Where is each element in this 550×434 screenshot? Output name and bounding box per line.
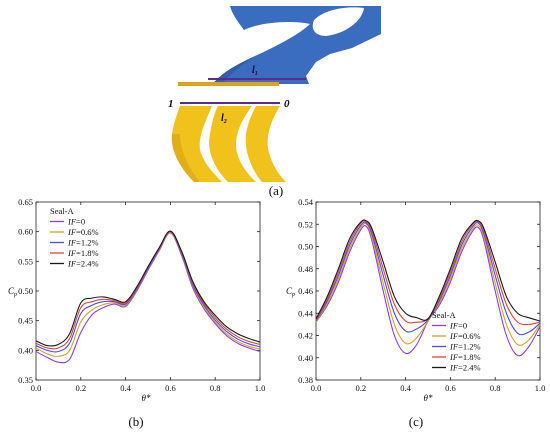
chart-c-legend-entry-1: IF=0.6% xyxy=(449,331,481,341)
chart-c-legend-entry-4: IF=2.4% xyxy=(449,363,481,373)
chart-c-ytick-label: 0.50 xyxy=(298,242,313,252)
chart-c-xtick-label: 0.4 xyxy=(400,383,411,393)
chart-c-series-line-3 xyxy=(315,220,541,326)
chart-b-ytick-label: 0.55 xyxy=(18,256,33,266)
chart-b-xtick-label: 0.4 xyxy=(120,383,131,393)
chart-b-ytick-label: 0.50 xyxy=(18,286,33,296)
chart-b-xtick-label: 0.6 xyxy=(165,383,176,393)
chart-c-series-line-2 xyxy=(315,221,541,336)
chart-c-legend: Seal-AIF=0IF=0.6%IF=1.2%IF=1.8%IF=2.4% xyxy=(432,310,481,373)
chart-b-legend: Seal-AIF=0IF=0.6%IF=1.2%IF=1.8%IF=2.4% xyxy=(50,206,99,269)
chart-c-ytick-label: 0.52 xyxy=(298,219,313,229)
chart-b-xtick-label: 0.8 xyxy=(210,383,221,393)
chart-c-legend-entry-3: IF=1.8% xyxy=(449,352,481,362)
chart-c-legend-title: Seal-A xyxy=(432,310,456,320)
stator-shade xyxy=(171,134,200,182)
chart-c-y-ticks: 0.38 0.40 0.42 0.44 0.46 0.48 0.50 0.52 0.54 xyxy=(298,197,540,385)
chart-b-legend-entry-0: IF=0 xyxy=(67,217,85,227)
chart-c-ylabel: Cp xyxy=(286,286,295,298)
blade-schematic: l1 1 0 l2 (a) xyxy=(168,6,381,198)
chart-c-ytick-label: 0.48 xyxy=(298,264,313,274)
chart-c-series-line-4 xyxy=(315,219,541,322)
chart-c-xtick-label: 1.0 xyxy=(535,383,546,393)
chart-b-ytick-label: 0.60 xyxy=(18,227,33,237)
chart-c-xtick-label: 0.0 xyxy=(311,383,322,393)
stator-vane-2 xyxy=(209,106,256,182)
chart-b-legend-entry-4: IF=2.4% xyxy=(67,259,99,269)
chart-b-ylabel: Cp xyxy=(8,286,17,298)
chart-c-ytick-label: 0.38 xyxy=(298,375,313,385)
stator-vane-1 xyxy=(171,106,222,182)
chart-b-xtick-label: 0.2 xyxy=(75,383,86,393)
chart-b-ytick-label: 0.40 xyxy=(18,345,33,355)
label-l1: l1 xyxy=(252,65,258,77)
stator-vane-3 xyxy=(245,106,286,182)
chart-b-series xyxy=(35,230,261,364)
chart-b-xlabel: θ* xyxy=(142,393,151,403)
chart-c-x-ticks: 0.0 0.2 0.4 0.6 0.8 1.0 xyxy=(311,202,546,393)
chart-b-xtick-label: 1.0 xyxy=(255,383,266,393)
chart-b-series-line-0 xyxy=(35,232,261,364)
chart-c-xtick-label: 0.2 xyxy=(355,383,366,393)
chart-b-ytick-label: 0.45 xyxy=(18,316,33,326)
chart-b-y-ticks: 0.35 0.40 0.45 0.50 0.55 0.60 0.65 xyxy=(18,197,260,385)
chart-c-xtick-label: 0.6 xyxy=(445,383,456,393)
chart-b-xtick-label: 0.0 xyxy=(31,383,42,393)
chart-c-ytick-label: 0.42 xyxy=(298,331,313,341)
chart-c: 0.38 0.40 0.42 0.44 0.46 0.48 0.50 0.52 0.54 0.0… xyxy=(286,197,545,429)
chart-b-series-line-2 xyxy=(35,231,261,353)
chart-b-x-ticks: 0.0 0.2 0.4 0.6 0.8 1.0 xyxy=(31,202,266,393)
label-l2: l2 xyxy=(221,113,227,125)
chart-c-ytick-label: 0.54 xyxy=(298,197,314,207)
chart-b-ytick-label: 0.35 xyxy=(18,375,33,385)
chart-b-legend-entry-2: IF=1.2% xyxy=(67,238,99,248)
chart-b-series-line-4 xyxy=(35,230,261,347)
chart-b-legend-entry-1: IF=0.6% xyxy=(67,227,99,237)
label-0: 0 xyxy=(284,98,290,110)
stator-vanes xyxy=(171,106,286,182)
caption-b: (b) xyxy=(128,414,143,429)
chart-c-ytick-label: 0.40 xyxy=(298,353,313,363)
chart-c-legend-entry-0: IF=0 xyxy=(449,321,467,331)
chart-c-xtick-label: 0.8 xyxy=(490,383,501,393)
seal-strip xyxy=(178,82,279,86)
chart-b-legend-entry-3: IF=1.8% xyxy=(67,248,99,258)
rotor-blade-hole xyxy=(312,7,364,36)
chart-c-xlabel: θ* xyxy=(424,393,433,403)
chart-b: 0.350.400.450.500.550.600.65 0.0 0.2 0.4 0.… xyxy=(8,197,265,429)
chart-b-legend-title: Seal-A xyxy=(50,206,74,216)
chart-c-series-line-1 xyxy=(315,222,541,346)
chart-c-plot-frame xyxy=(315,201,541,381)
chart-b-ytick-label: 0.65 xyxy=(18,197,33,207)
chart-c-legend-entry-2: IF=1.2% xyxy=(449,342,481,352)
chart-c-series xyxy=(315,219,541,357)
label-1: 1 xyxy=(168,98,174,110)
caption-a: (a) xyxy=(269,183,283,198)
chart-c-ytick-label: 0.46 xyxy=(298,286,313,296)
caption-c: (c) xyxy=(409,414,423,429)
rotor-blade-shade xyxy=(213,56,255,84)
chart-c-ytick-label: 0.44 xyxy=(298,308,314,318)
